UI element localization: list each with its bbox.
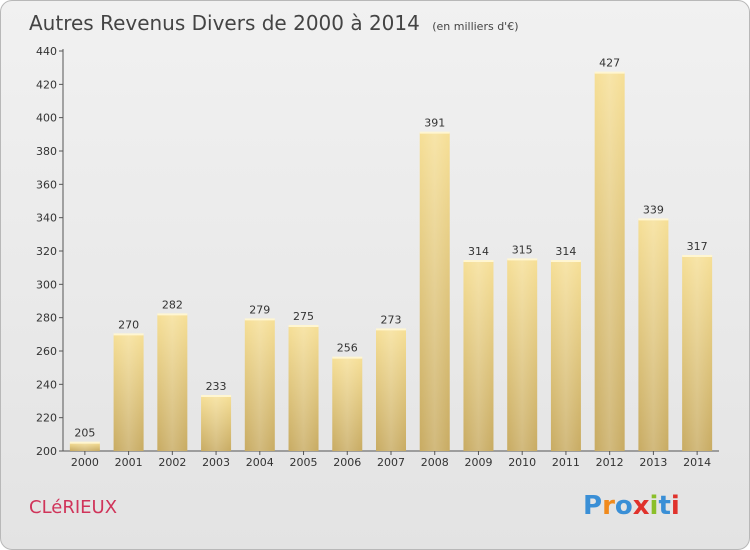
bar-value-label: 256 — [337, 342, 358, 355]
bar-highlight — [638, 219, 669, 451]
y-tick-label: 240 — [36, 378, 57, 391]
x-tick-label: 2013 — [639, 456, 667, 469]
y-tick-label: 420 — [36, 78, 57, 91]
bar-highlight — [288, 326, 319, 451]
place-name: CLéRIEUX — [29, 497, 118, 518]
x-tick-label: 2004 — [246, 456, 274, 469]
bar-value-label: 314 — [555, 245, 576, 258]
bar-highlight — [376, 329, 406, 451]
logo-letter: i — [670, 491, 680, 521]
x-tick-label: 2007 — [377, 456, 405, 469]
bar-value-label: 317 — [687, 240, 708, 253]
bar-highlight — [201, 396, 232, 451]
y-tick-label: 320 — [36, 245, 57, 258]
logo-letter: o — [614, 491, 633, 521]
bar-value-label: 205 — [74, 427, 95, 440]
bar-value-label: 391 — [424, 117, 445, 130]
logo-letter: t — [658, 491, 671, 521]
x-tick-label: 2011 — [552, 456, 580, 469]
bar-value-label: 270 — [118, 318, 139, 331]
bar-highlight — [507, 259, 538, 451]
bar-value-label: 233 — [206, 380, 227, 393]
x-tick-label: 2001 — [115, 456, 143, 469]
bar-value-label: 314 — [468, 245, 489, 258]
bar-highlight — [157, 314, 188, 451]
logo-letter: r — [602, 491, 615, 521]
x-tick-label: 2000 — [71, 456, 99, 469]
x-tick-label: 2008 — [421, 456, 449, 469]
x-tick-label: 2002 — [158, 456, 186, 469]
bar-value-label: 427 — [599, 57, 620, 70]
y-tick-label: 360 — [36, 178, 57, 191]
y-tick-label: 380 — [36, 145, 57, 158]
title-subtitle: (en milliers d'€) — [432, 20, 519, 33]
bar-highlight — [332, 357, 363, 451]
y-tick-label: 200 — [36, 445, 57, 458]
y-tick-label: 220 — [36, 412, 57, 425]
x-tick-label: 2009 — [464, 456, 492, 469]
proxiti-logo: Proxiti — [583, 491, 680, 521]
x-tick-label: 2012 — [596, 456, 624, 469]
bar-highlight — [682, 256, 713, 451]
bar-highlight — [244, 319, 275, 451]
x-tick-label: 2010 — [508, 456, 536, 469]
y-tick-label: 280 — [36, 312, 57, 325]
y-tick-label: 260 — [36, 345, 57, 358]
logo-letter: P — [583, 491, 603, 521]
logo-letter: i — [649, 491, 659, 521]
y-tick-label: 300 — [36, 278, 57, 291]
x-tick-label: 2003 — [202, 456, 230, 469]
bar-value-label: 339 — [643, 203, 664, 216]
x-tick-label: 2014 — [683, 456, 711, 469]
y-tick-label: 340 — [36, 212, 57, 225]
x-tick-label: 2006 — [333, 456, 361, 469]
bar-highlight — [550, 261, 581, 451]
bar-highlight — [463, 261, 494, 451]
logo-letter: x — [632, 491, 650, 521]
title-text: Autres Revenus Divers de 2000 à 2014 — [29, 11, 420, 35]
bar-highlight — [594, 72, 625, 452]
bar-value-label: 275 — [293, 310, 314, 323]
bar-highlight — [69, 442, 100, 451]
chart-title: Autres Revenus Divers de 2000 à 2014 (en… — [29, 11, 519, 35]
bar-highlight — [419, 132, 450, 451]
y-tick-label: 440 — [36, 45, 57, 58]
bar-value-label: 315 — [512, 243, 533, 256]
bar-highlight — [113, 334, 144, 451]
bar-value-label: 282 — [162, 298, 183, 311]
bar-value-label: 279 — [249, 303, 270, 316]
x-tick-label: 2005 — [290, 456, 318, 469]
bar-value-label: 273 — [381, 313, 402, 326]
y-tick-label: 400 — [36, 112, 57, 125]
